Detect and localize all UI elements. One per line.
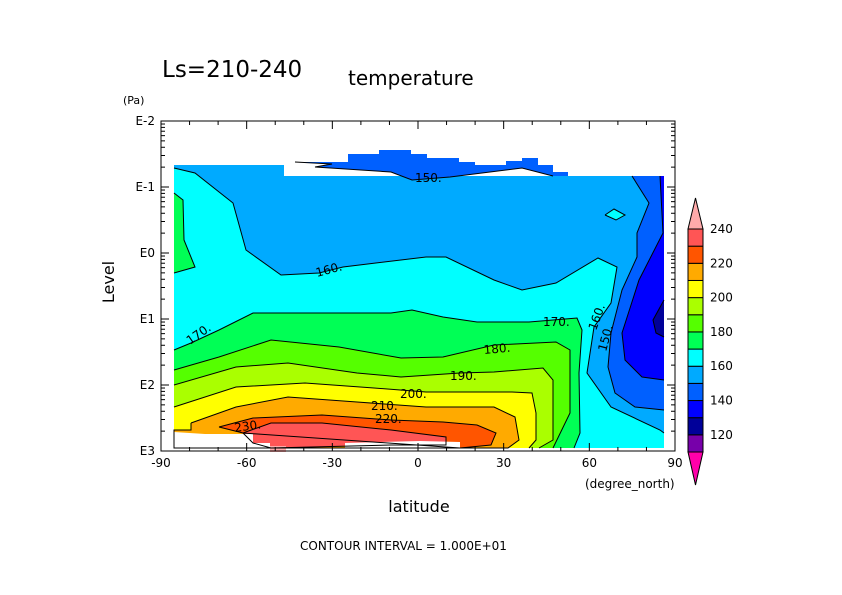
chart-title: Ls=210-240 [162, 57, 302, 83]
y-tick-label: E1 [140, 312, 155, 326]
contour-line-190-200 [173, 362, 554, 449]
contour-lines [173, 161, 665, 449]
colorbar-label: 120 [710, 428, 733, 442]
colorbar-bin-190 [687, 297, 704, 316]
contour-interval-note: CONTOUR INTERVAL = 1.000E+01 [300, 539, 507, 553]
x-unit: (degree_north) [585, 477, 675, 491]
colorbar: 120 140 160 180 200 220 240 [687, 197, 733, 486]
y-tick-label: E-1 [135, 180, 155, 194]
region-140-150-top [284, 150, 568, 180]
x-axis-label: latitude [388, 497, 449, 516]
contour-line-170-180-left [173, 192, 196, 274]
missing-data-mask [174, 432, 270, 452]
region-170-180-left [174, 193, 195, 273]
contour-fills [174, 150, 664, 452]
contour-label: 180. [483, 341, 511, 357]
x-tick-label: -30 [323, 456, 343, 470]
contour-label: 160. [314, 259, 343, 279]
x-tick-label: -90 [151, 456, 171, 470]
y-unit: (Pa) [123, 94, 144, 107]
y-tick-label: E2 [140, 378, 155, 392]
colorbar-bin-130 [687, 400, 704, 419]
contour-line-230-240 [242, 422, 447, 449]
colorbar-bin-220 [687, 245, 704, 264]
contour-labels: 150.160.170. 170. 160.150.180.190.200.210.… [184, 171, 616, 435]
contour-line-220-230 [218, 414, 497, 449]
colorbar-bin-140 [687, 382, 704, 402]
contour-line-170-180 [173, 309, 583, 449]
colorbar-bin-160 [687, 348, 704, 367]
colorbar-over-triangle [687, 197, 704, 230]
region-above-240 [270, 446, 286, 452]
y-tick-label: E-2 [135, 114, 155, 128]
y-tick-label: E0 [140, 246, 155, 260]
colorbar-bin-230 [687, 228, 704, 247]
colorbar-bin-170 [687, 331, 704, 350]
contour-label: 190. [450, 369, 477, 383]
contour-line-140-150-top [294, 161, 554, 181]
colorbar-bin-110 [687, 434, 704, 453]
colorbar-bin-210 [687, 262, 704, 281]
colorbar-label: 240 [710, 222, 733, 236]
contour-label: 230. [233, 417, 261, 435]
x-tick-label: 0 [414, 456, 422, 470]
colorbar-bin-150 [687, 365, 704, 384]
axis-ticks [160, 120, 676, 452]
contour-line-120-130 [652, 299, 665, 338]
colorbar-label: 220 [710, 256, 733, 270]
contour-line-130-140 [621, 175, 665, 381]
axis-tick-labels: -90 -60 -30 0 30 60 90 E-2 E-1 E0 E1 E2 E3 [135, 114, 682, 470]
contour-label: 200. [400, 387, 427, 401]
x-tick-label: 30 [496, 456, 511, 470]
colorbar-label: 140 [710, 394, 733, 408]
contour-line-160-170 [173, 167, 665, 434]
x-tick-label: -60 [237, 456, 257, 470]
colorbar-label: 180 [710, 325, 733, 339]
colorbar-bin-180 [687, 314, 704, 333]
chart-subtitle: temperature [348, 66, 474, 90]
y-axis-label: Level [99, 261, 118, 303]
colorbar-under-triangle [687, 451, 704, 486]
x-tick-label: 60 [582, 456, 597, 470]
colorbar-label: 200 [710, 291, 733, 305]
missing-data-mask [345, 441, 460, 452]
contour-label: 170. [543, 315, 570, 329]
x-tick-label: 90 [667, 456, 682, 470]
contour-label: 220. [375, 412, 402, 426]
contour-line-180-190 [173, 339, 571, 449]
y-tick-label: E3 [140, 444, 155, 458]
contour-line-210-220 [173, 396, 520, 449]
colorbar-bin-120 [687, 417, 704, 436]
contour-label: 150. [415, 171, 442, 185]
contour-label: 210. [371, 399, 398, 413]
contour-label: 150. [595, 323, 615, 352]
contour-line-cyan-island [604, 208, 627, 221]
region-130-140 [622, 176, 664, 380]
region-120-130 [653, 300, 664, 337]
colorbar-bin-200 [687, 279, 704, 299]
contour-line-200-210 [173, 382, 537, 449]
contour-line-140-150-right [607, 175, 665, 411]
colorbar-label: 160 [710, 359, 733, 373]
